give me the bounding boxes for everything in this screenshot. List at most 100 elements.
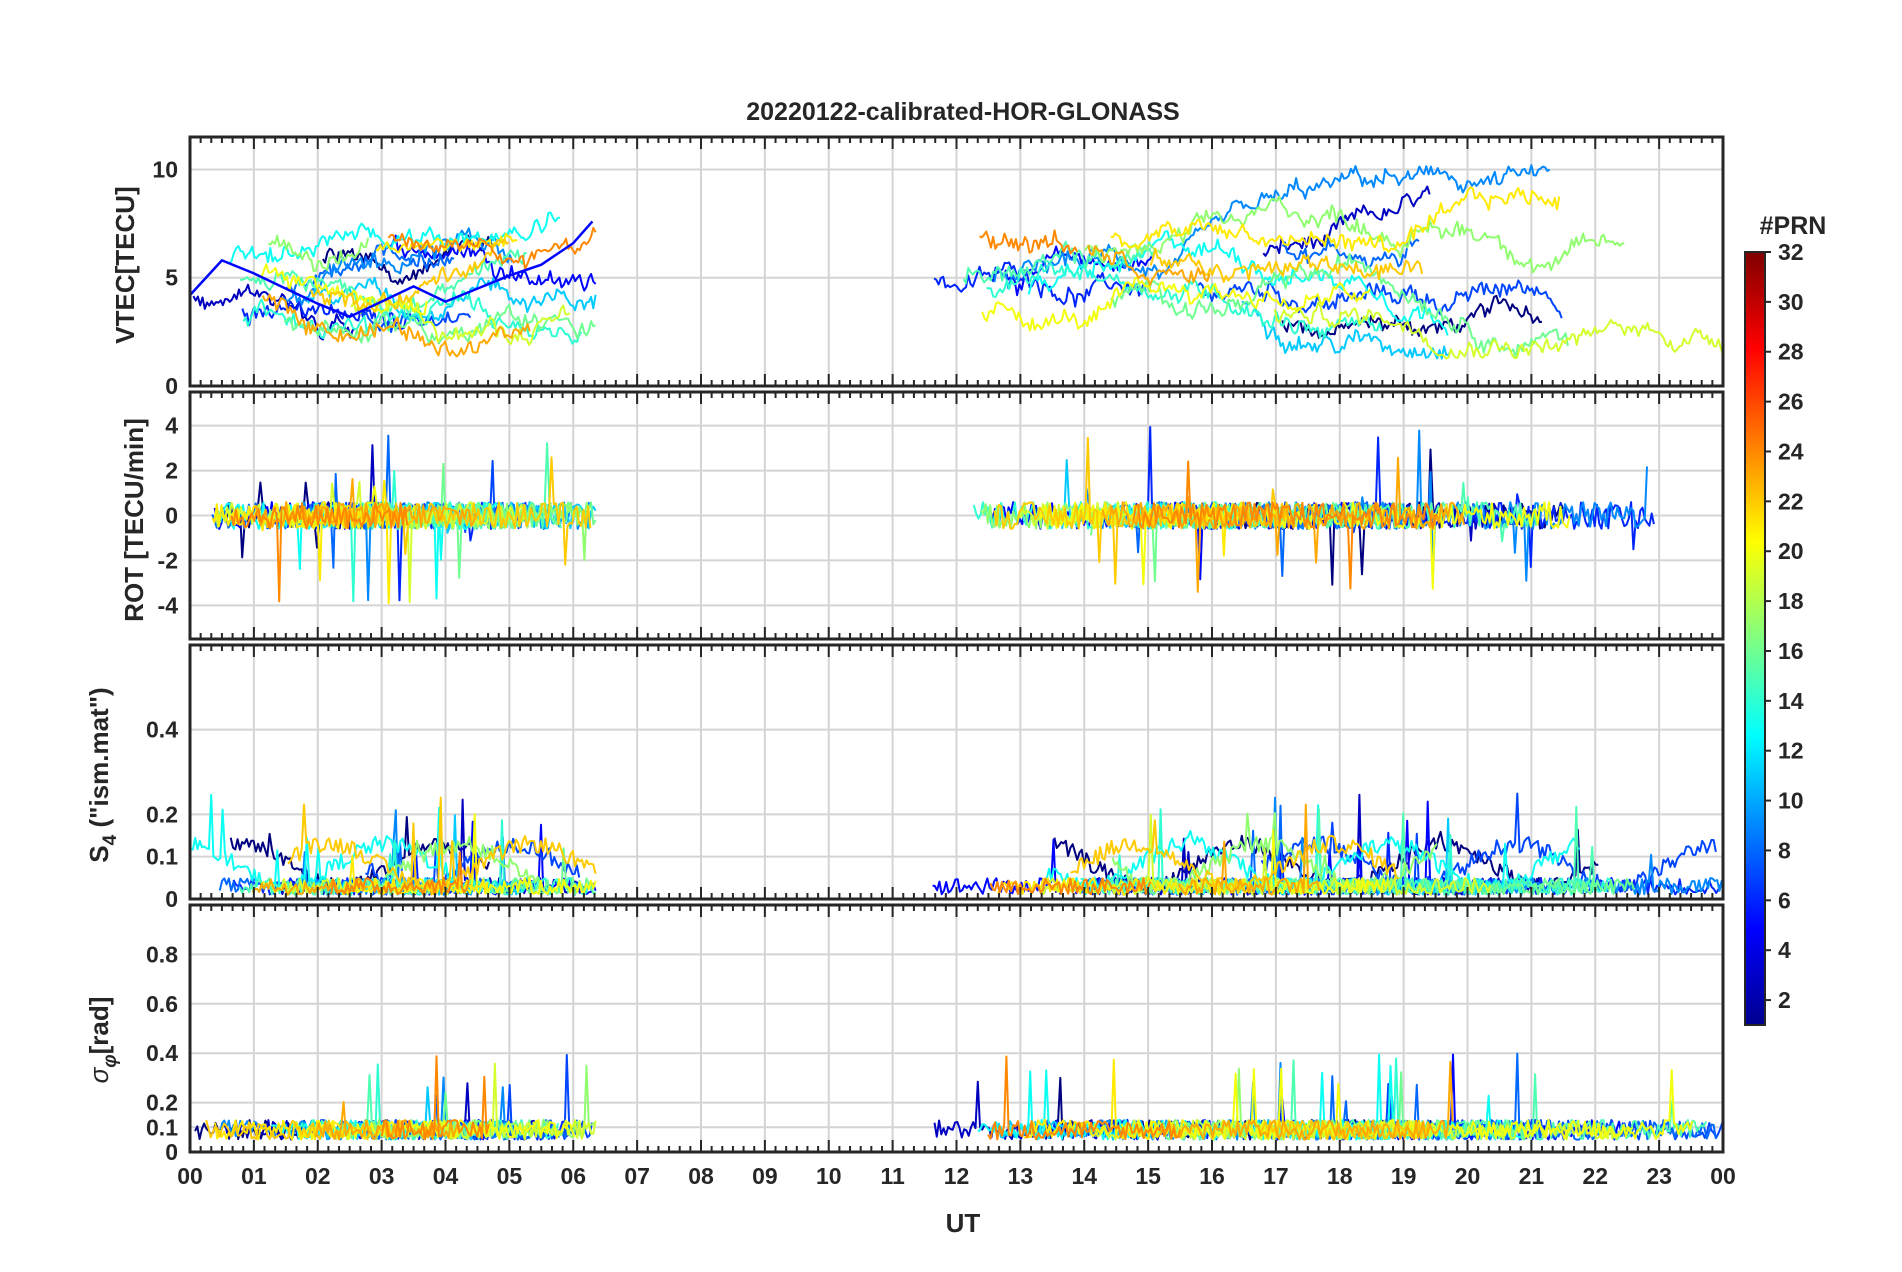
y-tick-label: 0.1 (146, 1114, 178, 1140)
prn-trace (228, 211, 561, 265)
x-tick-label: 22 (1582, 1163, 1608, 1189)
prn-trace (1110, 186, 1561, 253)
colorbar-tick-label: 26 (1778, 389, 1804, 415)
colorbar-tick-label: 24 (1778, 438, 1804, 464)
y-tick-label: 0.4 (146, 717, 178, 743)
rot-ylabel: ROT [TECU/min] (119, 418, 149, 622)
prn-trace (253, 478, 477, 530)
colorbar-tick-label: 14 (1778, 688, 1804, 714)
prn-trace (1031, 813, 1492, 896)
x-tick-label: 06 (560, 1163, 586, 1189)
prn-trace (1027, 230, 1449, 336)
x-tick-label: 05 (497, 1163, 523, 1189)
prn-trace (993, 436, 1295, 585)
panel-traces (190, 164, 1723, 360)
colorbar-tick-label: 10 (1778, 788, 1804, 814)
prn-trace (311, 456, 592, 566)
colorbar-label: #PRN (1760, 212, 1827, 240)
x-tick-label: 19 (1391, 1163, 1417, 1189)
panel-traces (190, 792, 1723, 896)
axes-frames (188, 135, 1725, 1154)
y-tick-label: 0.2 (146, 1090, 178, 1116)
prn-trace (350, 293, 571, 346)
prn-trace (1262, 185, 1431, 257)
x-axis-label: UT (946, 1208, 981, 1238)
prn-trace (211, 434, 449, 569)
y-tick-label: 0.8 (146, 941, 178, 967)
x-tick-label: 10 (816, 1163, 842, 1189)
x-tick-label: 02 (305, 1163, 331, 1189)
colorbar-tick-label: 22 (1778, 488, 1804, 514)
x-tick-label: 17 (1263, 1163, 1289, 1189)
colorbar-tick-label: 6 (1778, 887, 1791, 913)
x-tick-label: 21 (1519, 1163, 1545, 1189)
y-tick-label: 0 (165, 1139, 178, 1165)
x-tick-label: 23 (1646, 1163, 1672, 1189)
prn-trace (933, 261, 1147, 308)
x-tick-label: 01 (241, 1163, 267, 1189)
chart-title: 20220122-calibrated-HOR-GLONASS (746, 98, 1179, 126)
x-tick-label: 12 (944, 1163, 970, 1189)
prn-trace (229, 816, 491, 896)
panel-traces (211, 426, 1655, 605)
sigma-ylabel-sub: φ (100, 1054, 121, 1067)
x-tick-label: 00 (177, 1163, 203, 1189)
prn-trace (1273, 301, 1723, 360)
prn-trace (987, 1055, 1182, 1141)
colorbar-tick-label: 4 (1778, 937, 1791, 963)
colorbar-tick-label: 8 (1778, 837, 1791, 863)
colorbar-tick-label: 20 (1778, 538, 1804, 564)
y-tick-label: -4 (158, 592, 179, 618)
prn-trace (979, 229, 1079, 255)
y-tick-label: 0 (165, 886, 178, 912)
s4-ylabel-main: S (84, 845, 114, 862)
data-layer (190, 164, 1723, 1141)
y-tick-label: 0.2 (146, 801, 178, 827)
prn-trace (230, 501, 409, 603)
vtec-ylabel: VTEC[TECU] (110, 186, 140, 343)
prn-trace (989, 877, 1152, 896)
prn-trace (1087, 244, 1211, 287)
y-tick-label: 0.6 (146, 991, 178, 1017)
y-tick-label: 2 (165, 458, 178, 484)
x-tick-label: 13 (1008, 1163, 1034, 1189)
prn-series-line (190, 220, 594, 319)
x-tick-label: 11 (880, 1163, 905, 1189)
y-tick-label: 0.4 (146, 1040, 178, 1066)
s4-ylabel: S4 ("ism.mat") (84, 687, 121, 862)
prn-trace (1103, 805, 1598, 896)
y-tick-label: 0 (165, 503, 178, 529)
prn-trace (283, 303, 596, 345)
y-tick-label: 0.1 (146, 844, 178, 870)
x-tick-label: 15 (1135, 1163, 1161, 1189)
prn-trace (190, 793, 454, 895)
y-tick-label: 10 (152, 156, 178, 182)
colorbar-tick-label: 32 (1778, 239, 1804, 265)
prn-trace (387, 226, 597, 270)
prn-trace (1084, 195, 1625, 274)
prn-trace (1241, 300, 1452, 360)
x-tick-label: 07 (624, 1163, 650, 1189)
prn-trace (310, 238, 510, 313)
colorbar-tick-label: 28 (1778, 339, 1804, 365)
tick-labels: 00 01 02 03 04 05 06 07 08 09 10 11 12 13 14 15 16 17 18 19… (146, 156, 1736, 1189)
s4-ylabel-rest: ("ism.mat") (84, 687, 114, 834)
colorbar-tick-label: 2 (1778, 987, 1791, 1013)
sigma-ylabel-main: σ (84, 1066, 114, 1083)
colorbar-tick-label: 18 (1778, 588, 1804, 614)
colorbar-tick-label: 12 (1778, 738, 1804, 764)
prn-trace (380, 1055, 490, 1141)
prn-trace (1023, 1058, 1189, 1141)
x-tick-label: 00 (1710, 1163, 1736, 1189)
prn-trace (981, 277, 1372, 332)
x-tick-label: 03 (369, 1163, 395, 1189)
s4-ylabel-sub: 4 (100, 834, 121, 845)
y-tick-label: -2 (158, 547, 178, 573)
colorbar (1744, 251, 1766, 1026)
prn-trace (1267, 829, 1387, 895)
colorbar-tick-label: 30 (1778, 289, 1804, 315)
y-tick-label: 5 (165, 265, 178, 291)
x-tick-label: 09 (752, 1163, 778, 1189)
